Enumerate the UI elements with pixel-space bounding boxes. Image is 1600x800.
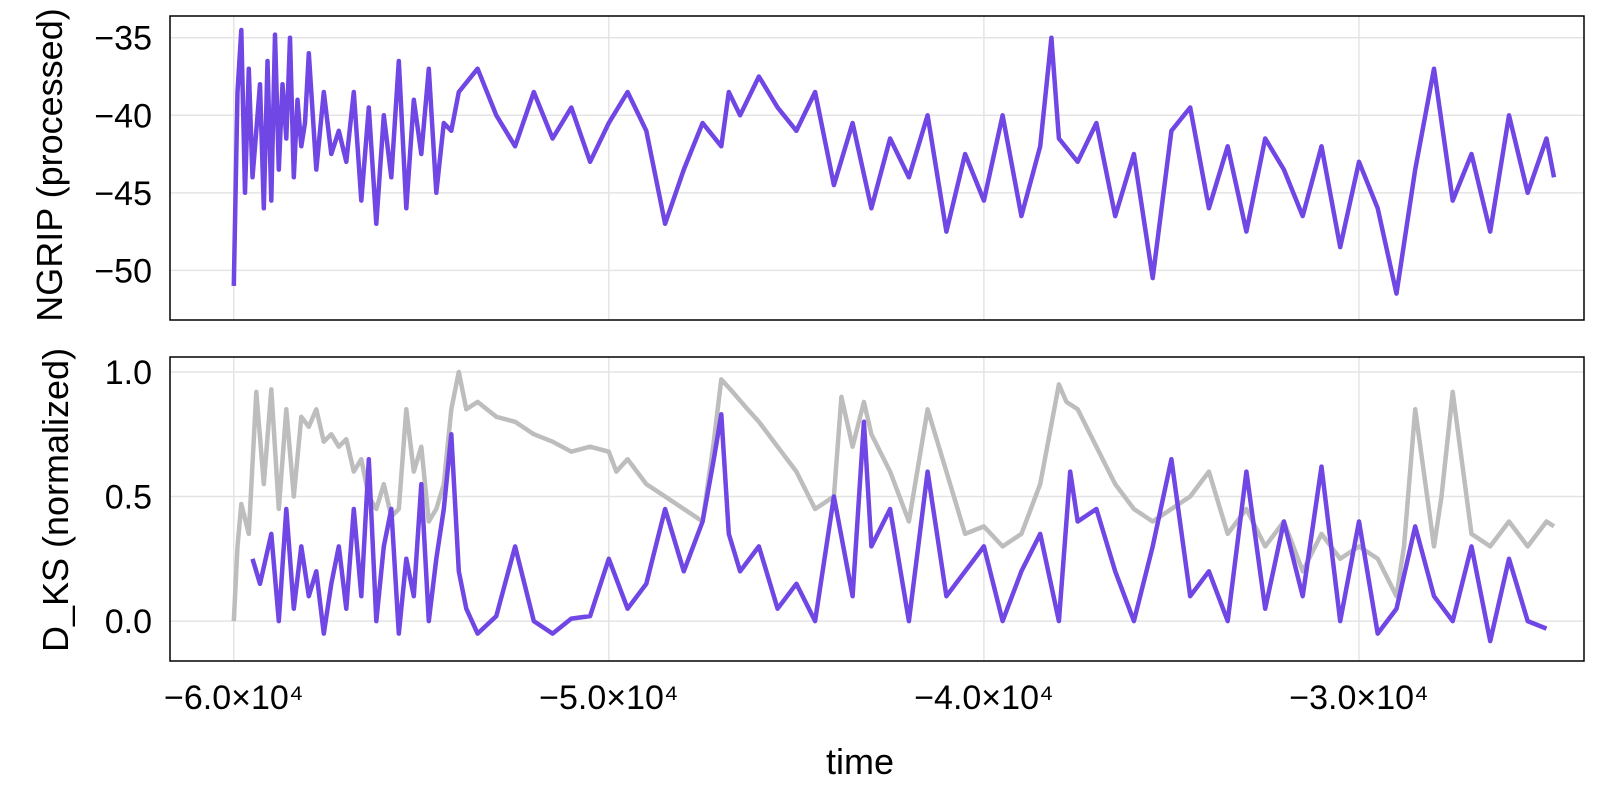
ngrip-y-axis-label: NGRIP (processed) (29, 8, 70, 321)
y-tick-label: 1.0 (105, 354, 152, 392)
series-line-0 (231, 27, 1557, 296)
dks-y-axis-label: D_KS (normalized) (35, 348, 76, 652)
y-tick-label: −40 (94, 97, 152, 135)
x-tick-label: −6.0×10⁴ (164, 679, 303, 717)
y-tick-label: 0.5 (105, 479, 152, 517)
ngrip-panel: −50 −45 −40 −35 (94, 15, 1585, 321)
y-tick-label: −50 (94, 252, 152, 290)
x-axis-label: time (826, 741, 894, 782)
x-tick-label: −3.0×10⁴ (1289, 679, 1428, 717)
dks-panel: 0.0 0.5 1.0 −6.0×10⁴ −5.0×10⁴ −4.0×10⁴ −3.0×10… (105, 354, 1585, 717)
plot-frame (169, 15, 1585, 321)
series-line-1 (250, 412, 1548, 644)
y-tick-label: −45 (94, 175, 152, 213)
x-tick-label: −4.0×10⁴ (914, 679, 1053, 717)
series-line-0 (231, 369, 1556, 622)
y-tick-label: 0.0 (105, 603, 152, 641)
x-tick-label: −5.0×10⁴ (539, 679, 678, 717)
plot-frame (169, 356, 1585, 662)
y-tick-label: −35 (94, 20, 152, 58)
